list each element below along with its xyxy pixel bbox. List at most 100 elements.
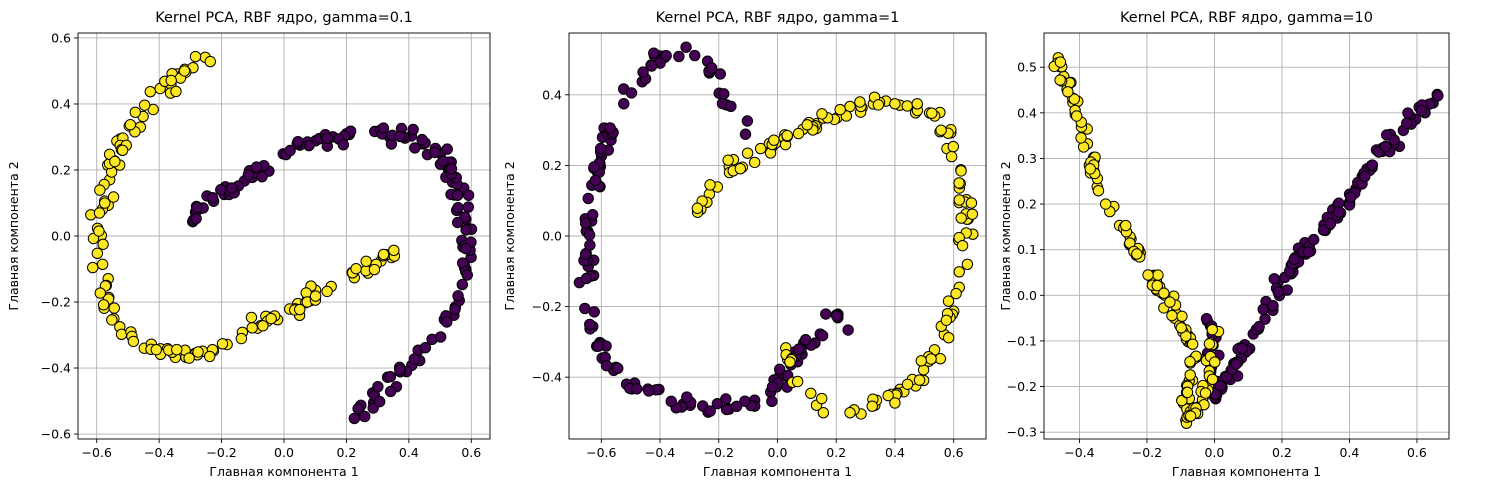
data-point-class-0 [648,47,660,59]
data-point-class-1 [901,378,914,390]
data-point-class-1 [1199,387,1212,399]
data-point-class-1 [955,165,967,177]
data-point-class-1 [1206,323,1218,336]
y-tick-label: 0.2 [51,162,71,177]
data-point-class-1 [1099,198,1112,210]
data-point-class-1 [1175,322,1187,334]
data-point-class-1 [1068,93,1081,105]
data-point-class-1 [784,356,796,368]
data-point-class-1 [942,332,955,344]
data-point-class-1 [748,156,761,169]
data-point-class-0 [1317,224,1330,236]
y-tick-label: 0.2 [1017,197,1037,212]
x-axis-label: Главная компонента 1 [1172,464,1321,479]
data-point-class-1 [953,266,965,278]
points-layer [1048,52,1444,429]
y-tick-label: 0.3 [1017,151,1037,166]
x-tick-label: 0.4 [399,445,419,460]
data-point-class-0 [773,363,786,375]
data-point-class-0 [1415,104,1428,117]
x-tick-label: −0.4 [1064,445,1094,460]
data-point-class-1 [245,311,258,324]
data-point-class-1 [942,295,955,307]
points-layer [573,41,979,420]
points-layer [85,50,478,425]
data-point-class-0 [820,308,832,320]
data-point-class-0 [1324,217,1337,230]
data-point-class-0 [584,239,596,251]
data-point-class-1 [1184,369,1196,381]
data-point-class-0 [408,353,421,365]
x-tick-label: 0.2 [1272,445,1292,460]
data-point-class-1 [127,335,140,348]
data-point-class-0 [630,383,643,395]
plot-frame [1043,32,1450,440]
y-tick-label: −0.1 [1007,333,1037,348]
data-point-class-1 [1158,287,1170,299]
data-point-class-0 [394,130,406,143]
data-point-class-0 [451,216,464,229]
data-point-class-1 [801,119,813,131]
data-point-class-0 [720,403,733,416]
data-point-class-0 [250,161,263,173]
data-point-class-1 [925,353,937,365]
data-point-class-0 [449,303,461,315]
data-point-class-0 [394,364,406,376]
data-point-class-0 [292,136,304,148]
data-point-class-0 [766,381,779,393]
data-point-class-1 [183,352,195,364]
data-point-class-1 [1164,296,1176,308]
data-point-class-0 [1288,253,1300,266]
data-point-class-1 [170,85,182,98]
data-point-class-1 [955,212,967,224]
data-point-class-1 [1206,373,1219,385]
x-tick-label: −0.2 [206,445,236,460]
y-tick-label: 0.2 [542,158,562,173]
chart-panel-2: Kernel PCA, RBF ядро, gamma=1 −0.6 −0.4 −0.… [496,0,992,490]
y-tick-label: 0.0 [542,229,562,244]
data-point-class-1 [1166,309,1178,322]
data-point-class-0 [441,143,453,155]
data-point-class-0 [739,128,752,140]
data-point-class-0 [407,123,419,136]
x-tick-label: −0.6 [586,445,616,460]
data-point-class-1 [97,299,110,311]
data-point-class-1 [124,119,137,131]
data-point-class-1 [129,106,141,118]
data-point-class-0 [373,395,386,408]
y-tick-label: −0.2 [41,295,71,310]
y-tick-label: −0.3 [1007,425,1037,440]
x-tick-label: 0.0 [1204,445,1224,460]
data-point-class-0 [584,318,596,331]
data-point-class-0 [1272,286,1285,298]
data-point-class-1 [768,134,780,146]
data-point-class-1 [940,314,953,326]
data-point-class-1 [150,343,163,356]
data-point-class-1 [97,238,109,250]
y-axis-label: Главная компонента 2 [998,161,1013,310]
data-point-class-1 [1184,410,1197,422]
data-point-class-1 [1084,163,1096,175]
data-point-class-0 [437,155,449,167]
data-point-class-1 [377,248,390,261]
data-point-class-1 [1209,356,1221,368]
data-point-class-0 [741,115,754,127]
data-point-class-1 [882,389,894,402]
data-point-class-1 [246,322,258,334]
data-point-class-0 [816,329,829,342]
y-axis-label: Главная компонента 2 [6,161,21,310]
data-point-class-0 [445,163,458,175]
data-point-class-0 [1253,320,1265,333]
y-tick-label: 0.1 [1017,242,1037,257]
data-point-class-1 [99,197,111,209]
data-point-class-1 [889,98,901,110]
data-point-class-0 [452,201,464,214]
data-point-class-0 [579,302,591,315]
data-point-class-1 [1186,338,1199,350]
y-axis-label: Главная компонента 2 [502,161,517,310]
data-point-class-1 [116,144,129,157]
data-point-class-1 [189,50,202,63]
data-point-class-1 [791,375,804,388]
x-axis-label: Главная компонента 1 [703,464,852,479]
x-tick-label: 0.2 [336,445,356,460]
